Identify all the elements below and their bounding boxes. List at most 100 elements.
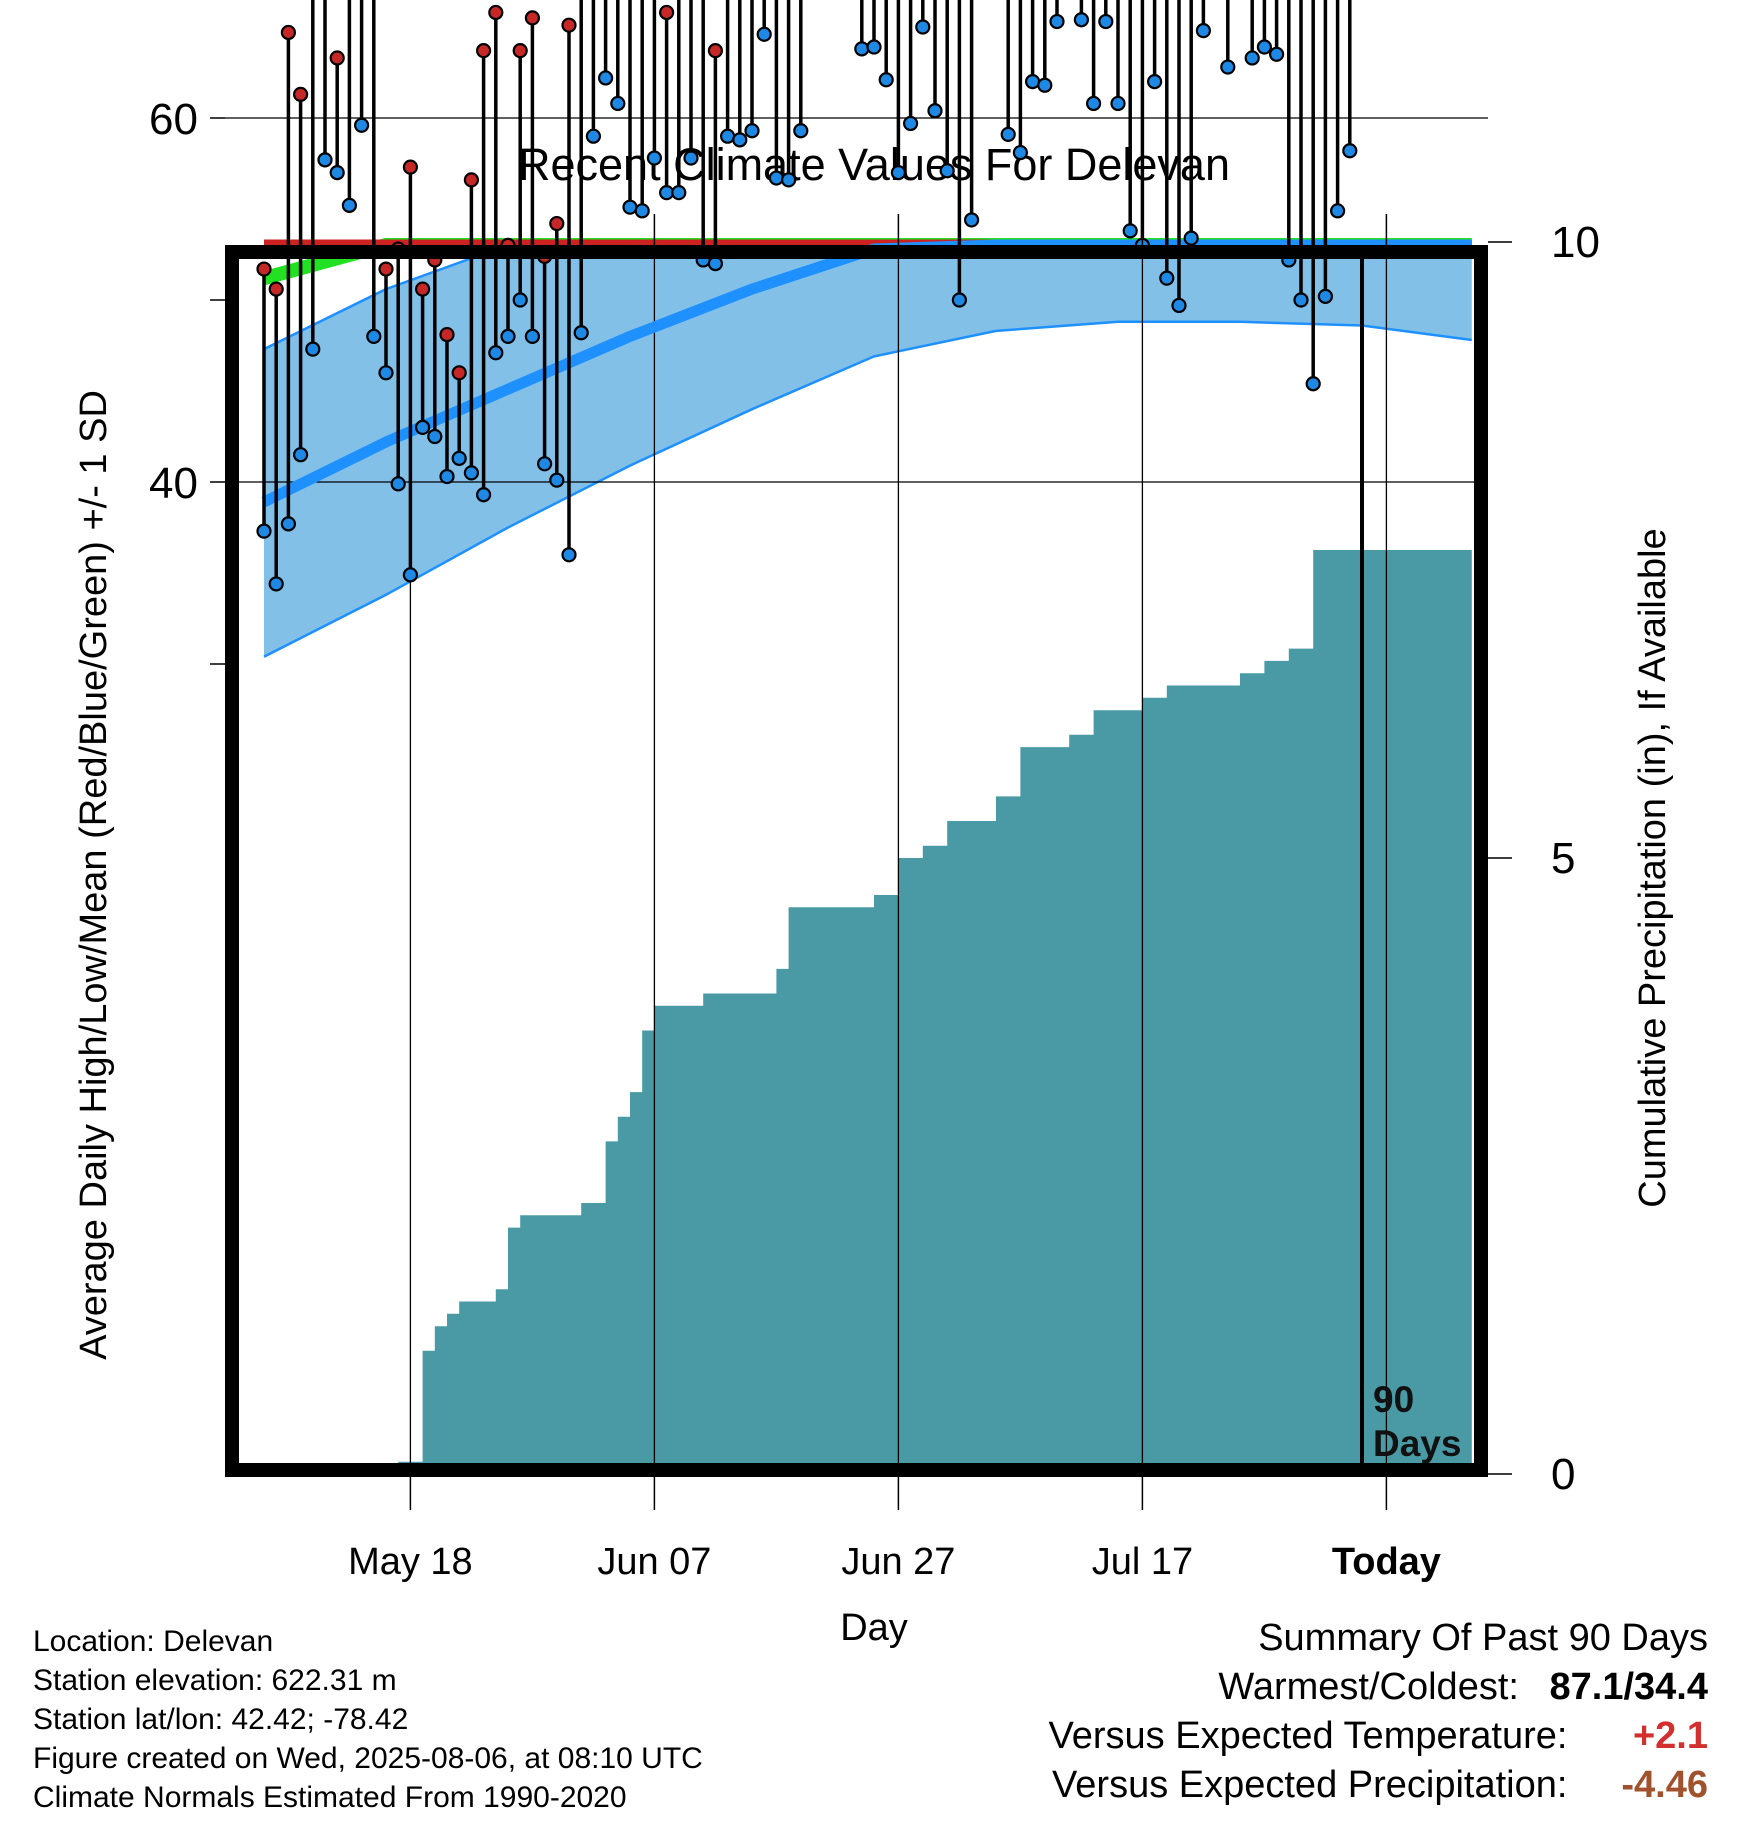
daily-low-point [939, 163, 955, 179]
daily-low-point [646, 150, 663, 166]
daily-low-point [780, 172, 797, 188]
daily-low-point [1195, 23, 1212, 39]
daily-low-point [1146, 73, 1163, 90]
daily-low-point [488, 345, 504, 361]
daily-low-point [512, 292, 528, 308]
daily-low-point [622, 199, 638, 215]
daily-high-point [268, 281, 284, 297]
created-text: Figure created on Wed, 2025-08-06, at 08… [33, 1742, 703, 1775]
daily-low-point [354, 117, 370, 133]
x-tick-label: Jun 27 [841, 1541, 955, 1583]
daily-low-point [1183, 230, 1199, 246]
daily-low-point [719, 128, 736, 144]
x-tick-label: Today [1332, 1541, 1441, 1583]
daily-low-point [756, 26, 772, 42]
y2-tick-label: 0 [1551, 1450, 1575, 1499]
daily-bars [262, 0, 1352, 584]
daily-high-point [256, 261, 272, 277]
daily-low-point [549, 472, 565, 488]
daily-low-point [1159, 270, 1175, 286]
daily-low-point [915, 19, 931, 35]
daily-high-point [439, 326, 455, 343]
daily-high-point [561, 17, 577, 33]
y-tick-label: 40 [149, 459, 198, 508]
daily-low-point [683, 150, 699, 166]
y2-tick-label: 10 [1551, 218, 1600, 267]
daily-low-point [1012, 144, 1029, 161]
x-tick-label: Jun 07 [597, 1541, 711, 1583]
daily-low-point [951, 292, 968, 308]
precip-label: Versus Expected Precipitation: [1052, 1764, 1568, 1806]
daily-low-point [744, 123, 760, 139]
daily-high-point [549, 215, 565, 232]
daily-low-point [293, 447, 309, 463]
daily-low-point [1085, 95, 1102, 112]
normal-low-sd-band [264, 245, 1472, 657]
precip-value: -4.46 [1621, 1764, 1708, 1806]
daily-low-point [390, 476, 406, 492]
normals-text: Climate Normals Estimated From 1990-2020 [33, 1781, 627, 1814]
daily-low-point [1049, 13, 1065, 30]
daily-low-point [1024, 73, 1041, 90]
daily-low-point [1317, 288, 1334, 304]
daily-low-point [427, 428, 443, 445]
daily-low-point [268, 576, 284, 592]
precip-cumulative-area [264, 550, 1472, 1474]
daily-low-point [768, 170, 785, 186]
station-info: Location: Delevan Station elevation: 622… [33, 1622, 703, 1817]
daily-low-point [732, 132, 748, 148]
daily-low-point [402, 567, 418, 583]
daily-low-point [1268, 46, 1285, 62]
daily-high-point [463, 172, 479, 188]
summary-panel: Summary Of Past 90 Days Warmest/Coldest:… [808, 1614, 1708, 1810]
daily-low-point [1171, 297, 1187, 314]
daily-low-point [536, 456, 553, 472]
y-axis-label: Average Daily High/Low/Mean (Red/Blue/Gr… [73, 390, 115, 1360]
daily-low-point [573, 325, 589, 341]
daily-high-point [476, 43, 492, 59]
daily-low-point [878, 72, 894, 88]
daily-points [256, 4, 1358, 592]
latlon-text: Station lat/lon: 42.42; -78.42 [33, 1703, 409, 1736]
daily-low-point [524, 328, 541, 344]
daily-high-point [402, 159, 418, 175]
daily-low-point [707, 256, 724, 272]
summary-temp-row: Versus Expected Temperature: +2.1 [808, 1712, 1708, 1761]
daily-high-point [488, 4, 504, 21]
daily-low-point [671, 185, 687, 201]
normal-low-sd-edge-lower [263, 320, 1472, 658]
plot-border [225, 245, 1488, 1477]
daily-low-point [866, 39, 882, 55]
daily-high-point [415, 281, 431, 297]
daily-low-point [610, 95, 626, 112]
normal-bands [263, 243, 1472, 658]
daily-high-point [658, 4, 675, 21]
y2-axis-label: Cumulative Precipitation (in), If Availa… [1632, 528, 1674, 1207]
summary-title: Summary Of Past 90 Days [1258, 1617, 1708, 1659]
daily-low-point [1037, 77, 1053, 93]
daily-low-point [439, 468, 455, 485]
daily-low-point [305, 341, 321, 357]
daily-low-point [854, 41, 870, 57]
daily-low-point [634, 203, 650, 219]
daily-low-point [500, 328, 516, 344]
daily-low-point [561, 547, 577, 563]
daily-high-point [293, 86, 309, 102]
daily-high-point [280, 24, 296, 41]
daily-high-point [707, 43, 724, 59]
y2-tick-label: 5 [1551, 834, 1575, 883]
summary-precip-row: Versus Expected Precipitation: -4.46 [808, 1761, 1708, 1810]
daily-low-point [1342, 143, 1358, 159]
daily-high-point [378, 261, 394, 277]
daily-low-point [597, 70, 614, 86]
daily-low-point [890, 165, 907, 181]
daily-low-point [329, 165, 345, 181]
daily-low-point [378, 365, 394, 381]
temp-value: +2.1 [1632, 1715, 1708, 1757]
chart-title: Recent Climate Values For Delevan [518, 139, 1230, 190]
x-tick-label: May 18 [348, 1541, 473, 1583]
daily-low-point [476, 487, 492, 503]
daily-low-point [585, 128, 602, 144]
